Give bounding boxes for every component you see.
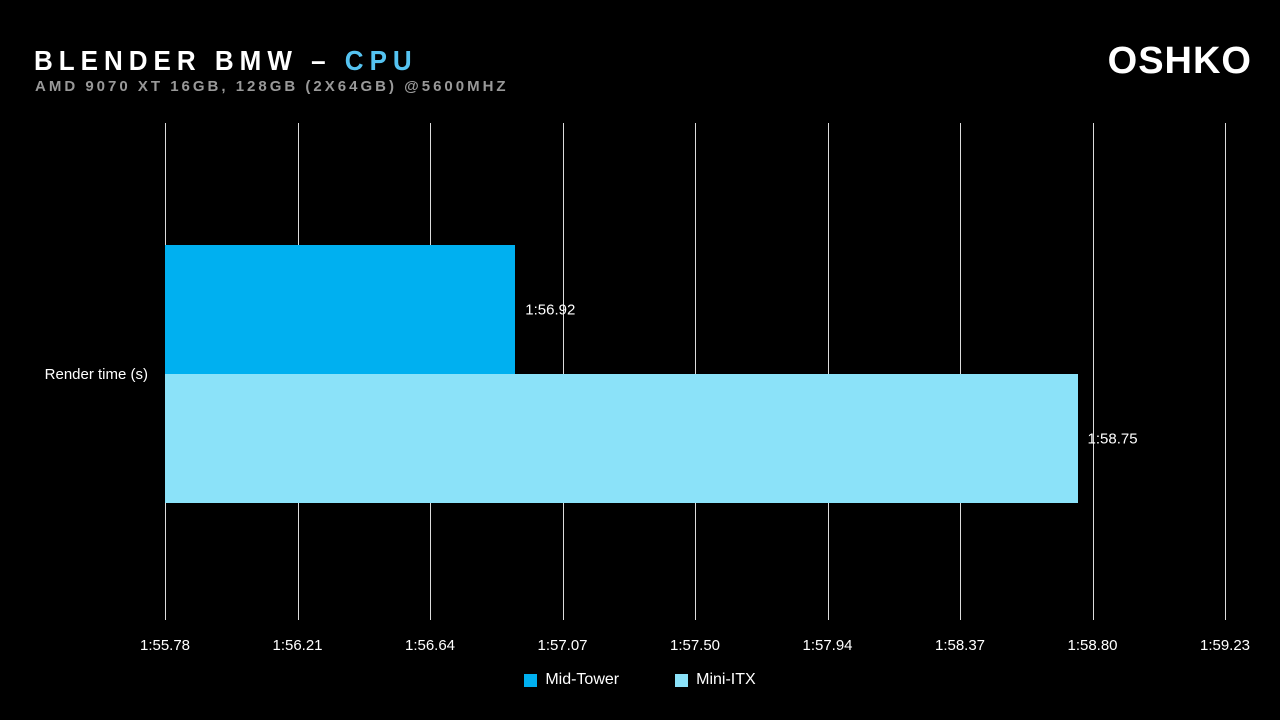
x-tick-label: 1:56.21 [272,637,323,654]
x-tick-label: 1:57.50 [669,637,721,654]
x-tick-label: 1:58.37 [934,637,986,654]
x-tick-label: 1:59.23 [1199,637,1251,654]
bar-mid-tower [165,245,516,374]
x-tick-label: 1:57.07 [537,637,588,654]
x-tick-label: 1:57.94 [802,637,853,654]
category-axis-label: Render time (s) [44,366,148,383]
plot-area: 1:56.92 1:58.75 [165,123,1226,620]
bar-value-label: 1:56.92 [525,301,576,318]
legend-item: Mini-ITX [675,671,756,689]
gridline [1092,123,1094,620]
gridline [827,123,829,620]
gridline [695,123,696,620]
bar-mini-itx [165,374,1078,503]
x-axis-tick-labels: 1:55.78 1:56.21 1:56.64 1:57.07 1:57.50 1:57.… [140,637,1250,657]
chart-title-accent: CPU [344,44,418,77]
gridline [960,123,961,620]
legend-label: Mid-Tower [545,671,620,688]
gridline [1225,123,1226,620]
legend-label: Mini-ITX [696,671,756,688]
chart-title-main: BLENDER BMW – [34,44,332,77]
x-tick-label: 1:58.80 [1067,637,1118,654]
x-tick-label: 1:55.78 [139,637,191,654]
legend-swatch-icon [675,673,689,687]
brand-logo: OSHKO [1107,40,1252,82]
legend-swatch-icon [524,673,538,687]
chart-title: BLENDER BMW – CPU [34,44,418,77]
gridline [562,123,564,620]
x-tick-label: 1:56.64 [404,637,456,654]
chart-subtitle: AMD 9070 XT 16GB, 128GB (2X64GB) @5600MH… [35,78,509,95]
legend: Mid-Tower Mini-ITX [0,671,1280,689]
bar-value-label: 1:58.75 [1087,430,1138,447]
legend-item: Mid-Tower [524,671,619,689]
